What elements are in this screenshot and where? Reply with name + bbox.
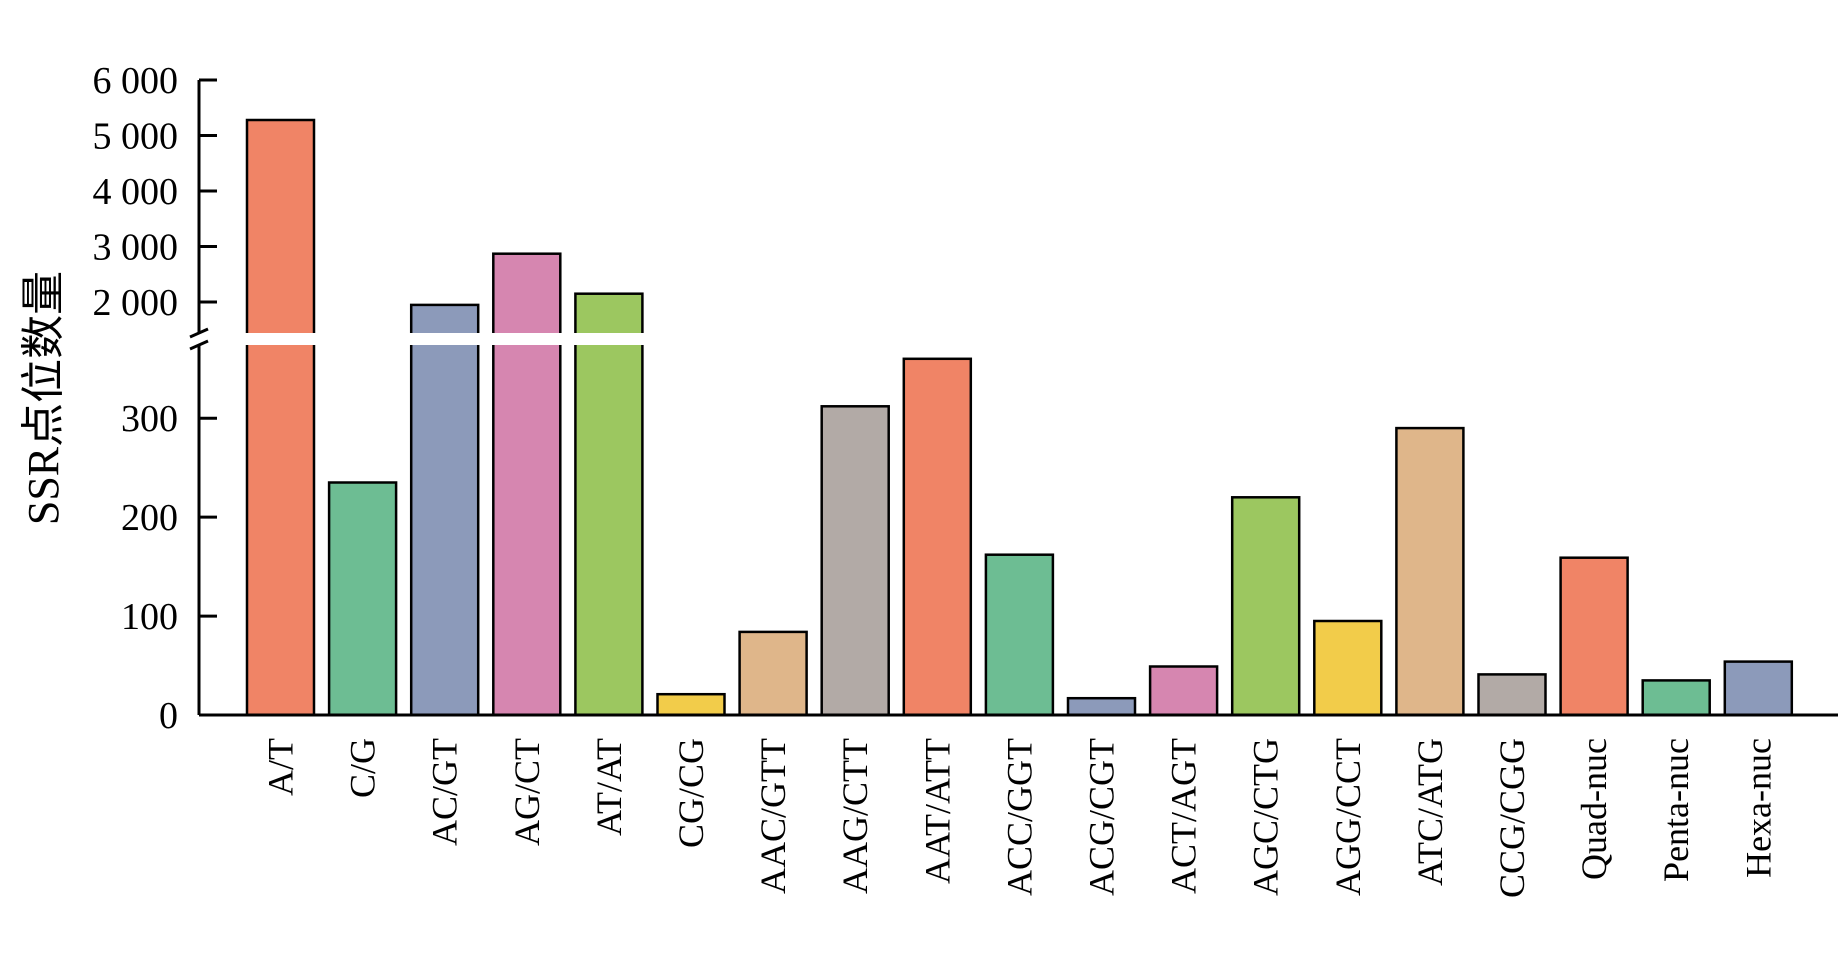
y-tick-label: 5 000	[93, 116, 179, 158]
x-tick-label: A/T	[261, 738, 301, 796]
bar-act-agt	[1148, 665, 1219, 717]
bar-cg-cg	[656, 692, 726, 717]
axis-break-layer	[189, 327, 646, 351]
y-tick-label: 100	[121, 596, 178, 638]
y-tick-label: 2 000	[93, 282, 179, 324]
y-tick-label: 3 000	[93, 227, 179, 269]
y-tick-label: 0	[159, 695, 178, 737]
bar-aac-gtt	[738, 630, 808, 717]
bars-layer	[245, 118, 1794, 717]
y-tick-label: 4 000	[93, 171, 179, 213]
bar-quad-nuc	[1559, 556, 1629, 717]
bar-acg-cgt	[1066, 696, 1137, 717]
bar-atc-atg	[1395, 426, 1465, 717]
bar-c-g	[327, 481, 398, 717]
y-tick-label: 6 000	[93, 60, 179, 102]
x-tick-label: ACT/AGT	[1164, 738, 1204, 894]
x-category-labels: A/T C/G AC/GT AG/CT AT/AT CG/CG AAC/GTT AAG/CTT…	[261, 738, 1779, 898]
x-tick-label: Penta-nuc	[1656, 738, 1696, 882]
x-tick-label: ATC/ATG	[1410, 738, 1450, 886]
bar-break-gap	[490, 333, 564, 345]
bar-agc-ctg	[1230, 496, 1301, 717]
x-tick-label: ACC/GGT	[999, 738, 1039, 896]
x-tick-label: AC/GT	[425, 738, 465, 846]
x-tick-label: Hexa-nuc	[1738, 738, 1778, 878]
bar-aat-att	[902, 357, 973, 717]
x-tick-label: CG/CG	[671, 738, 711, 848]
bar-break-gap	[244, 333, 317, 345]
x-tick-label: AG/CT	[507, 738, 547, 846]
bar-a-t	[245, 118, 316, 717]
bar-at-at	[574, 292, 644, 717]
x-tick-label: AGC/CTG	[1246, 738, 1286, 896]
bar-penta-nuc	[1641, 679, 1711, 717]
bar-break-gap	[408, 333, 482, 345]
x-tick-label: AGG/CCT	[1328, 738, 1368, 896]
bar-ac-gt	[409, 303, 480, 717]
y-tick-label: 200	[121, 497, 178, 539]
x-tick-label: C/G	[343, 738, 383, 798]
x-tick-label: AAG/CTT	[835, 738, 875, 894]
y-tick-label: 300	[121, 398, 178, 440]
y-ticks-layer: 0 100 200 300 2 000 3 000 4 000 5 000 6 000	[93, 60, 217, 737]
x-tick-label: ACG/CGT	[1082, 738, 1122, 896]
bar-aag-ctt	[820, 405, 890, 717]
bar-ccg-cgg	[1477, 673, 1547, 717]
bar-break-gap	[572, 333, 646, 345]
bar-acc-ggt	[984, 553, 1055, 717]
bar-ag-ct	[492, 252, 562, 717]
x-tick-label: AAC/GTT	[753, 738, 793, 894]
bar-agg-cct	[1313, 619, 1383, 717]
x-tick-label: AT/AT	[589, 738, 629, 836]
axes-layer	[197, 80, 1838, 717]
x-tick-label: AAT/ATT	[917, 738, 957, 884]
x-tick-label: CCG/CGG	[1492, 738, 1532, 898]
x-tick-label: Quad-nuc	[1574, 738, 1614, 880]
bar-hexa-nuc	[1723, 660, 1794, 717]
y-axis-title: SSR点位数量	[19, 271, 68, 525]
